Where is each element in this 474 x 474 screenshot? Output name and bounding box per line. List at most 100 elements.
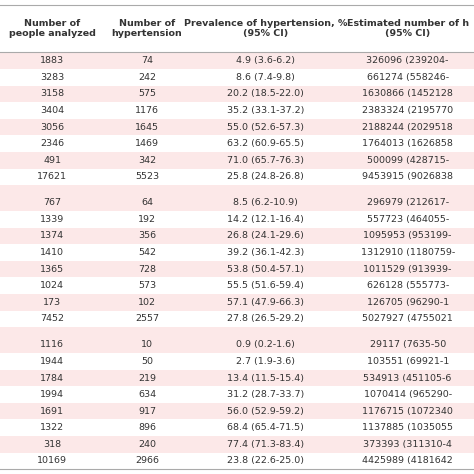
Text: 491: 491 [43, 156, 61, 165]
Bar [0, 294, 474, 310]
Text: 56.0 (52.9-59.2): 56.0 (52.9-59.2) [227, 407, 304, 416]
Text: 1410: 1410 [40, 248, 64, 257]
Text: 102: 102 [138, 298, 156, 307]
Text: 1322: 1322 [40, 423, 64, 432]
Text: 35.2 (33.1-37.2): 35.2 (33.1-37.2) [227, 106, 304, 115]
Text: 57.1 (47.9-66.3): 57.1 (47.9-66.3) [227, 298, 304, 307]
Text: 10169: 10169 [37, 456, 67, 465]
Text: 173: 173 [43, 298, 61, 307]
Text: 1176715 (1072340: 1176715 (1072340 [362, 407, 453, 416]
Text: 1095953 (953199-: 1095953 (953199- [364, 231, 452, 240]
Text: 1374: 1374 [40, 231, 64, 240]
Text: Estimated number of h
(95% CI): Estimated number of h (95% CI) [346, 19, 469, 38]
Text: 14.2 (12.1-16.4): 14.2 (12.1-16.4) [227, 215, 304, 224]
Text: 1137885 (1035055: 1137885 (1035055 [362, 423, 453, 432]
Text: 0.9 (0.2-1.6): 0.9 (0.2-1.6) [236, 340, 295, 349]
Bar [0, 327, 474, 337]
Text: 17621: 17621 [37, 173, 67, 182]
Text: 68.4 (65.4-71.5): 68.4 (65.4-71.5) [227, 423, 304, 432]
Text: 10: 10 [141, 340, 153, 349]
Bar [0, 86, 474, 102]
Text: 573: 573 [138, 281, 156, 290]
Text: 3283: 3283 [40, 73, 64, 82]
Text: 1176: 1176 [135, 106, 159, 115]
Text: 1312910 (1180759-: 1312910 (1180759- [361, 248, 455, 257]
Text: 126705 (96290-1: 126705 (96290-1 [366, 298, 449, 307]
Text: 26.8 (24.1-29.6): 26.8 (24.1-29.6) [227, 231, 304, 240]
Text: 4425989 (4181642: 4425989 (4181642 [362, 456, 453, 465]
Text: 626128 (555773-: 626128 (555773- [366, 281, 449, 290]
Text: 27.8 (26.5-29.2): 27.8 (26.5-29.2) [227, 314, 304, 323]
Text: 500099 (428715-: 500099 (428715- [366, 156, 449, 165]
Text: 242: 242 [138, 73, 156, 82]
Text: 2188244 (2029518: 2188244 (2029518 [362, 123, 453, 132]
Bar [0, 152, 474, 169]
Text: 192: 192 [138, 215, 156, 224]
Text: 728: 728 [138, 264, 156, 273]
Text: 8.6 (7.4-9.8): 8.6 (7.4-9.8) [236, 73, 295, 82]
Text: 1994: 1994 [40, 390, 64, 399]
Text: 373393 (311310-4: 373393 (311310-4 [363, 440, 452, 449]
Bar [0, 53, 474, 69]
Text: 55.0 (52.6-57.3): 55.0 (52.6-57.3) [227, 123, 304, 132]
Text: 3158: 3158 [40, 90, 64, 99]
Text: 1469: 1469 [135, 139, 159, 148]
Text: 1070414 (965290-: 1070414 (965290- [364, 390, 452, 399]
Text: 5027927 (4755021: 5027927 (4755021 [362, 314, 453, 323]
Text: 39.2 (36.1-42.3): 39.2 (36.1-42.3) [227, 248, 304, 257]
Bar [0, 5, 474, 53]
Text: 63.2 (60.9-65.5): 63.2 (60.9-65.5) [227, 139, 304, 148]
Bar [0, 261, 474, 277]
Text: Number of
people analyzed: Number of people analyzed [9, 19, 96, 38]
Bar [0, 403, 474, 419]
Text: 1630866 (1452128: 1630866 (1452128 [362, 90, 453, 99]
Text: 342: 342 [138, 156, 156, 165]
Text: 634: 634 [138, 390, 156, 399]
Text: 2557: 2557 [135, 314, 159, 323]
Text: 103551 (69921-1: 103551 (69921-1 [366, 357, 449, 366]
Text: 2966: 2966 [135, 456, 159, 465]
Text: 356: 356 [138, 231, 156, 240]
Text: 917: 917 [138, 407, 156, 416]
Text: 3056: 3056 [40, 123, 64, 132]
Text: 1339: 1339 [40, 215, 64, 224]
Text: 1944: 1944 [40, 357, 64, 366]
Text: 4.9 (3.6-6.2): 4.9 (3.6-6.2) [236, 56, 295, 65]
Text: 1645: 1645 [135, 123, 159, 132]
Text: 1764013 (1626858: 1764013 (1626858 [362, 139, 453, 148]
Text: 5523: 5523 [135, 173, 159, 182]
Text: 557723 (464055-: 557723 (464055- [366, 215, 449, 224]
Text: 25.8 (24.8-26.8): 25.8 (24.8-26.8) [227, 173, 304, 182]
Bar [0, 436, 474, 453]
Text: 767: 767 [43, 198, 61, 207]
Bar [0, 228, 474, 244]
Text: 1011529 (913939-: 1011529 (913939- [364, 264, 452, 273]
Text: Number of
hypertension: Number of hypertension [111, 19, 182, 38]
Text: 1784: 1784 [40, 374, 64, 383]
Text: 326096 (239204-: 326096 (239204- [366, 56, 449, 65]
Text: 64: 64 [141, 198, 153, 207]
Bar [0, 370, 474, 386]
Text: 2383324 (2195770: 2383324 (2195770 [362, 106, 453, 115]
Text: 74: 74 [141, 56, 153, 65]
Text: 240: 240 [138, 440, 156, 449]
Text: 896: 896 [138, 423, 156, 432]
Text: 13.4 (11.5-15.4): 13.4 (11.5-15.4) [227, 374, 304, 383]
Text: Prevalence of hypertension, %
(95% CI): Prevalence of hypertension, % (95% CI) [184, 19, 347, 38]
Text: 20.2 (18.5-22.0): 20.2 (18.5-22.0) [227, 90, 304, 99]
Text: 7452: 7452 [40, 314, 64, 323]
Text: 1691: 1691 [40, 407, 64, 416]
Text: 55.5 (51.6-59.4): 55.5 (51.6-59.4) [227, 281, 304, 290]
Text: 2346: 2346 [40, 139, 64, 148]
Text: 542: 542 [138, 248, 156, 257]
Text: 575: 575 [138, 90, 156, 99]
Text: 77.4 (71.3-83.4): 77.4 (71.3-83.4) [227, 440, 304, 449]
Bar [0, 337, 474, 353]
Text: 219: 219 [138, 374, 156, 383]
Bar [0, 119, 474, 136]
Text: 9453915 (9026838: 9453915 (9026838 [362, 173, 453, 182]
Bar [0, 194, 474, 211]
Text: 661274 (558246-: 661274 (558246- [366, 73, 449, 82]
Text: 1024: 1024 [40, 281, 64, 290]
Text: 50: 50 [141, 357, 153, 366]
